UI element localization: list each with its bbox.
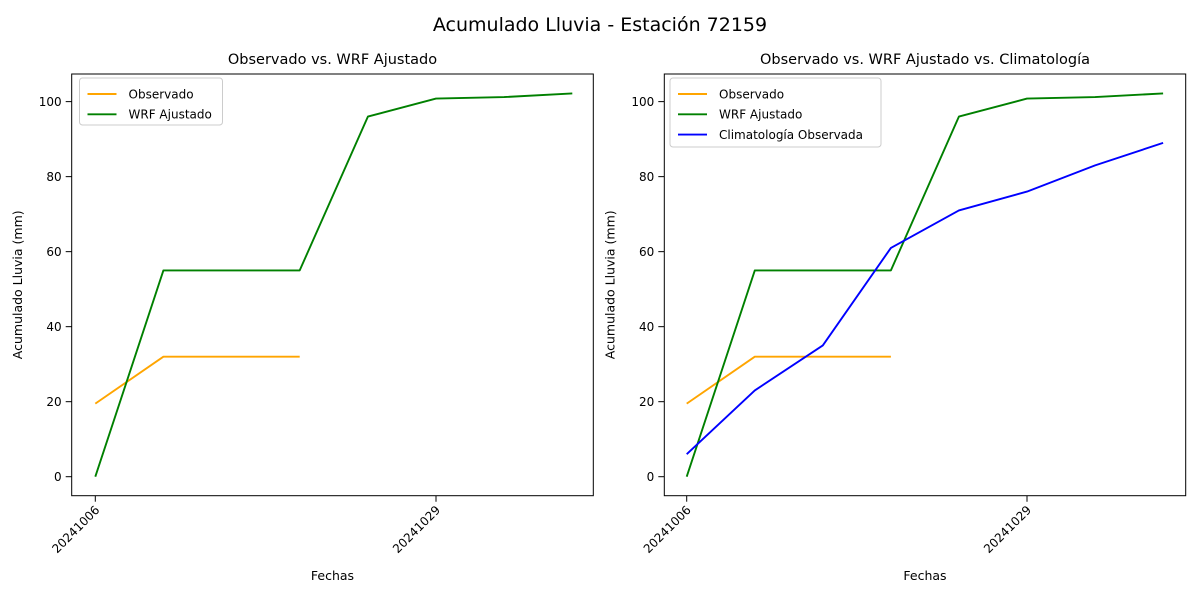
subplot1-title: Observado vs. WRF Ajustado xyxy=(228,52,437,68)
y-tick-label: 100 xyxy=(39,95,62,109)
y-tick-label: 40 xyxy=(46,320,61,334)
legend-box xyxy=(669,77,882,148)
y-tick-label: 40 xyxy=(639,320,654,334)
subplot2-ylabel: Acumulado Lluvia (mm) xyxy=(603,210,618,359)
series-line-climatolog-a-observada xyxy=(686,141,1164,455)
subplot2-title: Observado vs. WRF Ajustado vs. Climatolo… xyxy=(760,52,1090,68)
subplot1-ylabel: Acumulado Lluvia (mm) xyxy=(10,210,25,359)
y-tick-label: 100 xyxy=(631,95,654,109)
y-tick-label: 60 xyxy=(46,245,61,259)
series-line-wrf-ajustado xyxy=(94,92,573,477)
series-line-wrf-ajustado xyxy=(685,92,1164,477)
figure-title: Acumulado Lluvia - Estación 72159 xyxy=(433,14,767,36)
legend-label: Climatología Observada xyxy=(719,128,863,142)
legend-label: Observado xyxy=(719,87,784,101)
y-tick-label: 0 xyxy=(54,470,62,484)
legend-label: Observado xyxy=(129,87,194,101)
plot-border xyxy=(71,73,594,497)
subplot2-xlabel: Fechas xyxy=(903,568,946,583)
legend-box xyxy=(79,77,223,126)
y-tick-label: 80 xyxy=(46,170,61,184)
subplot1-xlabel: Fechas xyxy=(311,568,354,583)
series-line-observado xyxy=(94,355,300,405)
plot-border xyxy=(663,73,1187,497)
y-tick-label: 0 xyxy=(647,470,655,484)
y-tick-label: 20 xyxy=(639,395,654,409)
y-tick-label: 20 xyxy=(46,395,61,409)
y-tick-label: 60 xyxy=(639,245,654,259)
series-line-observado xyxy=(686,355,891,405)
legend-label: WRF Ajustado xyxy=(719,108,802,122)
y-tick-label: 80 xyxy=(639,170,654,184)
legend-label: WRF Ajustado xyxy=(129,108,212,122)
